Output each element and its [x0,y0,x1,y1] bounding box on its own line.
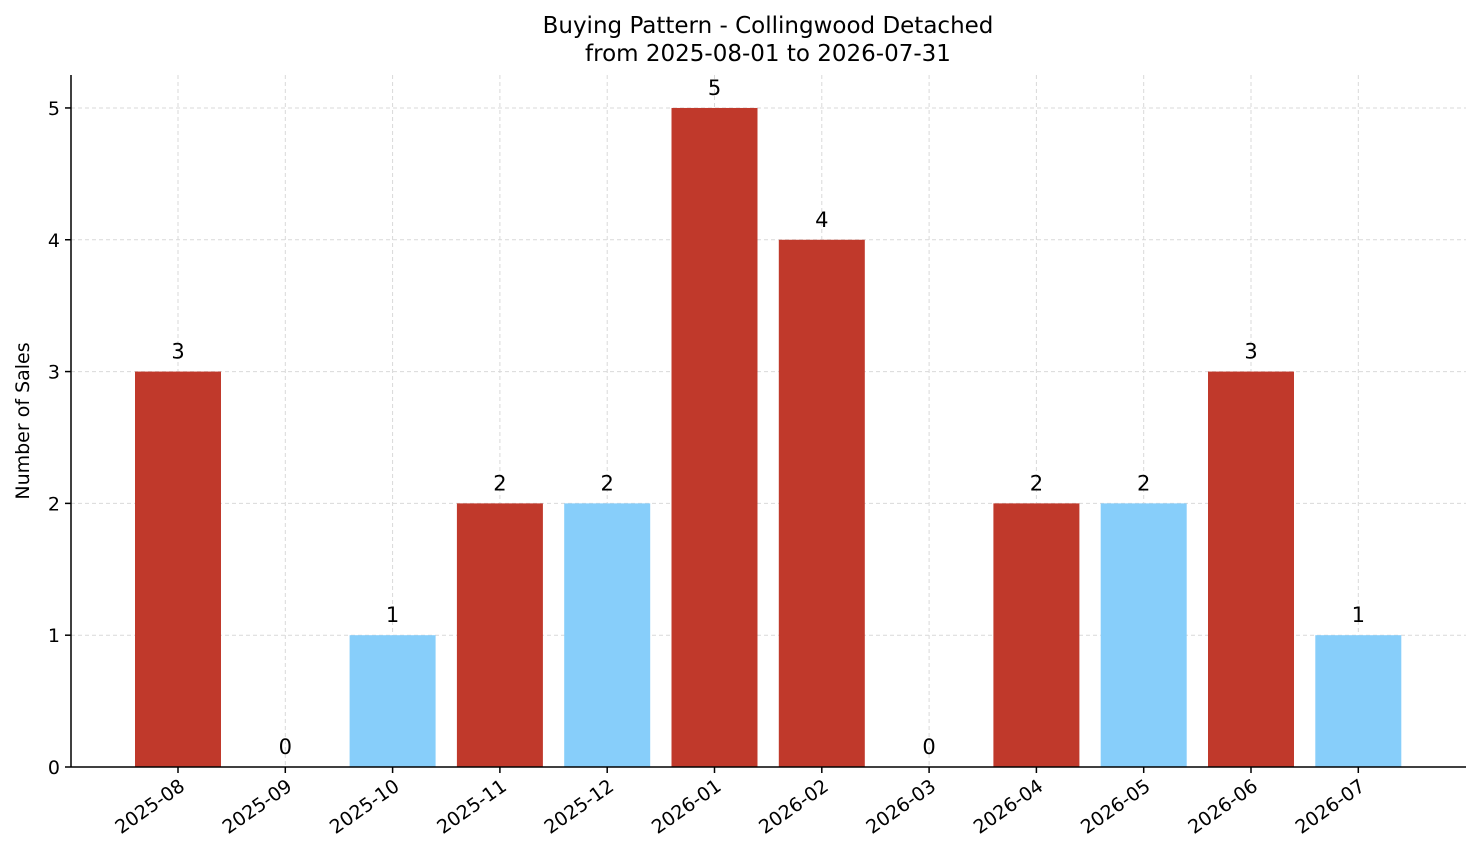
bar [349,635,436,767]
bar-value-label: 2 [1030,471,1043,495]
bar [1100,503,1187,767]
x-tick-label: 2025-11 [433,775,511,839]
bar-value-label: 5 [708,76,721,100]
data-labels: 3 0 1 2 2 5 4 0 2 2 3 1 [171,76,1365,759]
bar [1315,635,1402,767]
x-tick-label: 2025-12 [540,775,618,839]
bar-value-label: 3 [171,340,184,364]
bar-value-label: 0 [279,735,292,759]
bars [135,107,1402,767]
bar-value-label: 4 [815,208,828,232]
bar [671,107,758,767]
chart-subtitle: from 2025-08-01 to 2026-07-31 [585,41,951,67]
y-tick-label: 3 [48,362,60,384]
bar-value-label: 2 [601,471,614,495]
y-tick-label: 5 [48,98,60,120]
bar-value-label: 1 [386,603,399,627]
bar [564,503,651,767]
y-tick-label: 4 [48,230,60,252]
x-tick-label: 2025-09 [219,775,297,839]
bar [778,239,865,767]
bar-value-label: 2 [1137,471,1150,495]
y-tick-label: 1 [48,625,60,647]
bar [1208,371,1294,767]
x-tick-label: 2026-04 [970,775,1048,839]
bar-value-label: 3 [1244,340,1257,364]
bar [993,503,1080,767]
y-tick-label: 0 [48,757,60,779]
bar [456,503,543,767]
y-axis-label: Number of Sales [12,342,34,499]
bar-value-label: 2 [493,471,506,495]
bar-value-label: 0 [922,735,935,759]
y-tick-label: 2 [48,493,60,515]
bar [135,371,221,767]
x-tick-label: 2026-07 [1292,775,1370,839]
x-tick-label: 2026-02 [755,775,833,839]
x-tick-label: 2025-08 [111,775,189,839]
chart-title: Buying Pattern - Collingwood Detached [543,13,994,39]
x-tick-label: 2026-05 [1077,775,1155,839]
x-tick-label: 2026-03 [862,775,940,839]
bar-value-label: 1 [1352,603,1365,627]
x-tick-label: 2026-01 [648,775,726,839]
x-tick-label: 2026-06 [1184,775,1262,839]
x-tick-label: 2025-10 [326,775,404,839]
